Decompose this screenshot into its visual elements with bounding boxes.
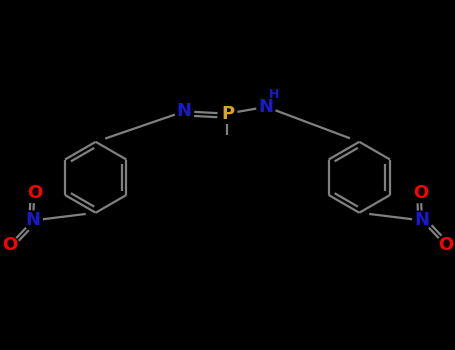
Text: P: P (221, 105, 234, 122)
Text: O: O (438, 237, 453, 254)
Text: N: N (415, 211, 430, 230)
Text: H: H (269, 88, 279, 100)
Text: N: N (25, 211, 40, 230)
Text: O: O (2, 237, 17, 254)
Text: O: O (27, 184, 42, 202)
Text: O: O (413, 184, 428, 202)
Text: N: N (177, 102, 192, 120)
Text: N: N (258, 98, 273, 116)
